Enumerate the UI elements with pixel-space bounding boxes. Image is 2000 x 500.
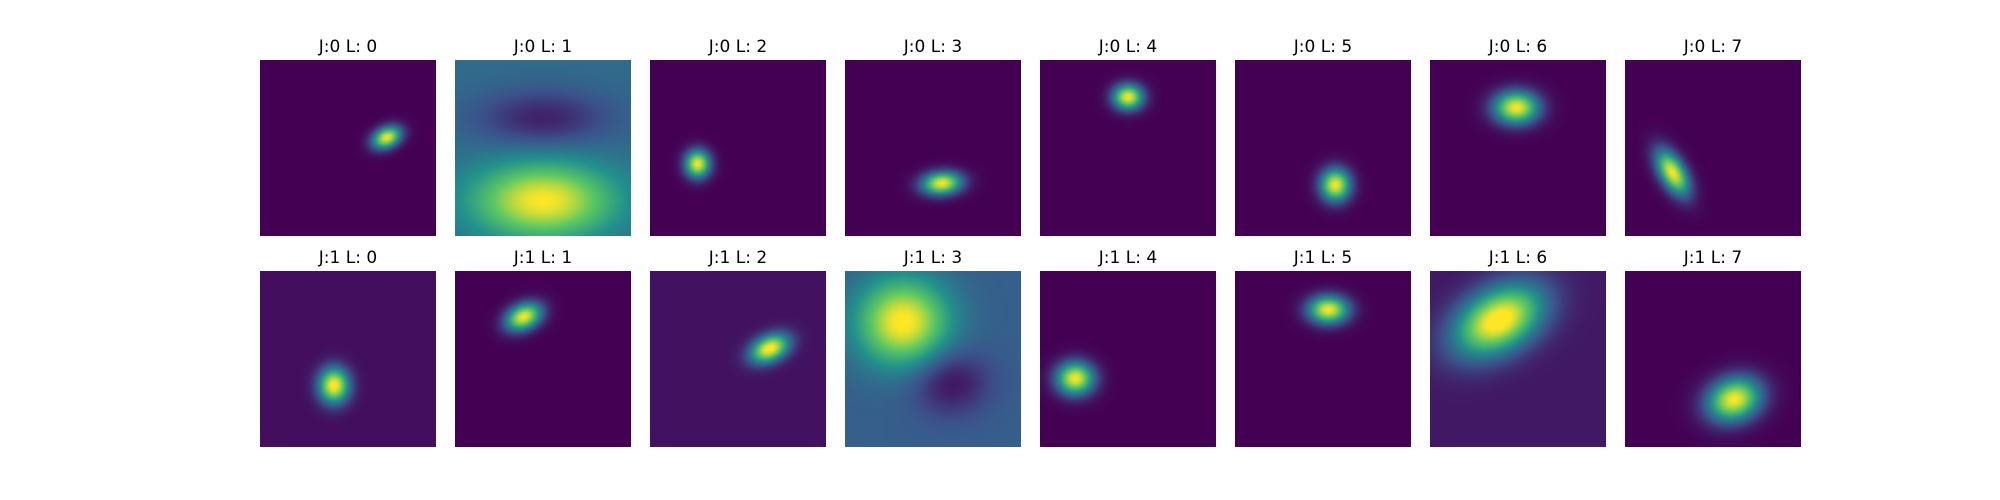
heatmap-panel: J:0 L: 4: [1040, 37, 1216, 236]
heatmap-image: [1625, 271, 1801, 447]
heatmap-panel: J:1 L: 4: [1040, 248, 1216, 447]
heatmap-image: [1040, 60, 1216, 236]
panel-title: J:1 L: 7: [1683, 248, 1742, 268]
heatmap-panel: J:1 L: 0: [260, 248, 436, 447]
heatmap-panel: J:0 L: 5: [1235, 37, 1411, 236]
panel-title: J:1 L: 0: [318, 248, 377, 268]
heatmap-image: [1235, 60, 1411, 236]
heatmap-panel: J:0 L: 2: [650, 37, 826, 236]
heatmap-panel: J:1 L: 3: [845, 248, 1021, 447]
panel-grid: J:0 L: 0 J:0 L: 1 J:0 L: 2 J:0 L: 3 J:0 L: 4…: [260, 37, 1801, 447]
heatmap-image: [1235, 271, 1411, 447]
heatmap-image: [650, 271, 826, 447]
heatmap-panel: J:0 L: 0: [260, 37, 436, 236]
panel-title: J:0 L: 3: [903, 37, 962, 57]
panel-title: J:0 L: 1: [513, 37, 572, 57]
heatmap-image: [260, 60, 436, 236]
panel-title: J:1 L: 1: [513, 248, 572, 268]
panel-title: J:0 L: 5: [1293, 37, 1352, 57]
panel-title: J:1 L: 6: [1488, 248, 1547, 268]
heatmap-image: [455, 60, 631, 236]
panel-title: J:0 L: 6: [1488, 37, 1547, 57]
heatmap-panel: J:0 L: 6: [1430, 37, 1606, 236]
heatmap-image: [260, 271, 436, 447]
heatmap-image: [455, 271, 631, 447]
heatmap-panel: J:1 L: 6: [1430, 248, 1606, 447]
heatmap-panel: J:1 L: 1: [455, 248, 631, 447]
panel-title: J:1 L: 5: [1293, 248, 1352, 268]
heatmap-panel: J:1 L: 5: [1235, 248, 1411, 447]
heatmap-panel: J:1 L: 7: [1625, 248, 1801, 447]
heatmap-image: [650, 60, 826, 236]
panel-title: J:0 L: 4: [1098, 37, 1157, 57]
panel-title: J:0 L: 7: [1683, 37, 1742, 57]
heatmap-panel: J:0 L: 1: [455, 37, 631, 236]
heatmap-panel: J:0 L: 7: [1625, 37, 1801, 236]
heatmap-image: [845, 60, 1021, 236]
panel-title: J:1 L: 2: [708, 248, 767, 268]
heatmap-image: [1430, 271, 1606, 447]
heatmap-image: [1040, 271, 1216, 447]
panel-title: J:0 L: 0: [318, 37, 377, 57]
heatmap-panel: J:0 L: 3: [845, 37, 1021, 236]
heatmap-image: [1430, 60, 1606, 236]
heatmap-image: [1625, 60, 1801, 236]
panel-title: J:1 L: 3: [903, 248, 962, 268]
heatmap-panel: J:1 L: 2: [650, 248, 826, 447]
panel-title: J:0 L: 2: [708, 37, 767, 57]
panel-title: J:1 L: 4: [1098, 248, 1157, 268]
heatmap-image: [845, 271, 1021, 447]
